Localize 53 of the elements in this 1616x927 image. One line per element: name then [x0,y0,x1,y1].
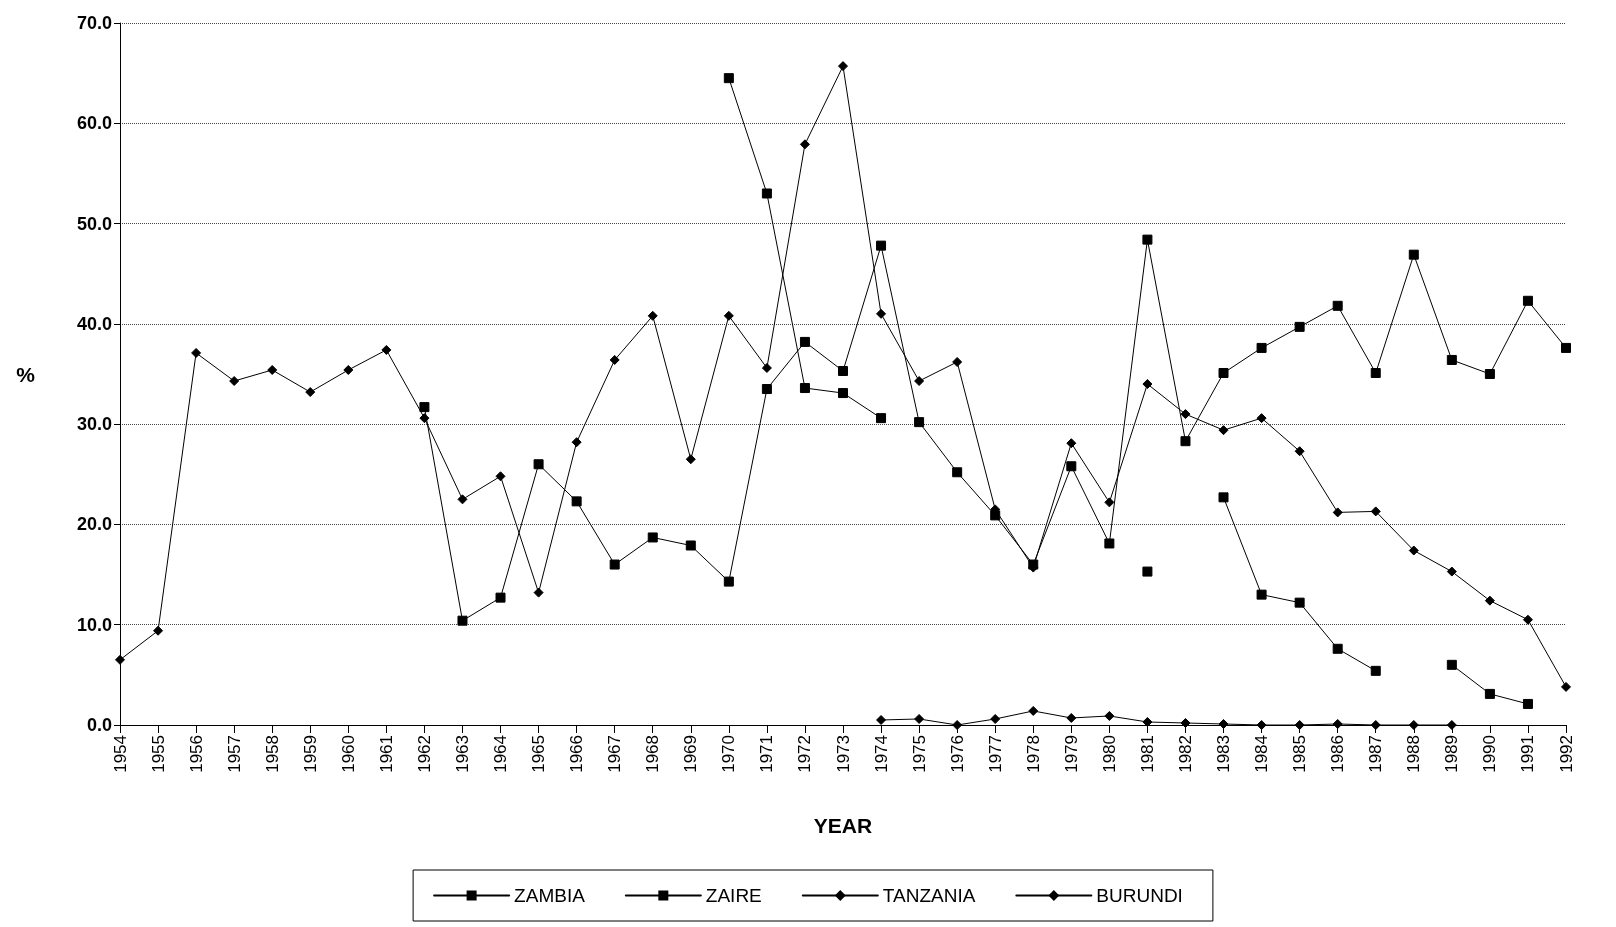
x-tick-label: 1954 [110,735,130,773]
x-tick-label: 1959 [300,735,320,773]
y-axis-title: % [16,362,36,386]
x-tick-label: 1956 [186,735,206,773]
legend-label: BURUNDI [1096,885,1183,906]
y-tick-label: 50.0 [76,213,112,234]
x-tick-label: 1962 [414,735,434,773]
x-tick-label: 1965 [529,735,549,773]
x-tick-label: 1984 [1252,735,1272,773]
x-tick-label: 1973 [833,735,853,773]
y-tick-label: 70.0 [76,13,112,33]
y-tick-label: 10.0 [76,614,112,635]
x-tick-label: 1977 [985,735,1005,773]
x-tick-label: 1976 [947,735,967,773]
y-tick-label: 0.0 [86,715,112,735]
x-tick-label: 1981 [1137,735,1157,773]
legend-label: ZAIRE [705,885,762,906]
x-tick-label: 1974 [871,735,891,773]
x-axis-title: YEAR [813,814,873,837]
x-tick-label: 1991 [1518,735,1538,773]
x-tick-label: 1972 [795,735,815,773]
legend-label: ZAMBIA [514,885,586,906]
x-tick-label: 1975 [909,735,929,773]
x-tick-label: 1966 [567,735,587,773]
x-tick-label: 1980 [1099,735,1119,773]
x-tick-label: 1988 [1404,735,1424,773]
y-tick-label: 30.0 [76,414,112,435]
x-tick-label: 1957 [224,735,244,773]
x-tick-label: 1963 [452,735,472,773]
y-tick-label: 60.0 [76,113,112,134]
x-tick-label: 1979 [1061,735,1081,773]
legend-label: TANZANIA [882,885,976,906]
x-tick-label: 1971 [757,735,777,773]
x-tick-label: 1987 [1366,735,1386,773]
x-tick-label: 1986 [1328,735,1348,773]
x-tick-label: 1960 [338,735,358,773]
x-tick-label: 1968 [643,735,663,773]
x-tick-label: 1961 [376,735,396,773]
y-tick-label: 20.0 [76,514,112,535]
x-tick-label: 1992 [1556,735,1576,773]
x-tick-label: 1978 [1023,735,1043,773]
x-tick-label: 1969 [681,735,701,773]
x-tick-label: 1970 [719,735,739,773]
x-tick-label: 1983 [1214,735,1234,773]
x-tick-label: 1982 [1175,735,1195,773]
y-tick-label: 40.0 [76,313,112,334]
x-tick-label: 1990 [1480,735,1500,773]
x-tick-label: 1967 [605,735,625,773]
x-tick-label: 1958 [262,735,282,773]
x-tick-label: 1964 [491,735,511,773]
x-tick-label: 1985 [1290,735,1310,773]
x-tick-label: 1989 [1442,735,1462,773]
x-tick-label: 1955 [148,735,168,773]
